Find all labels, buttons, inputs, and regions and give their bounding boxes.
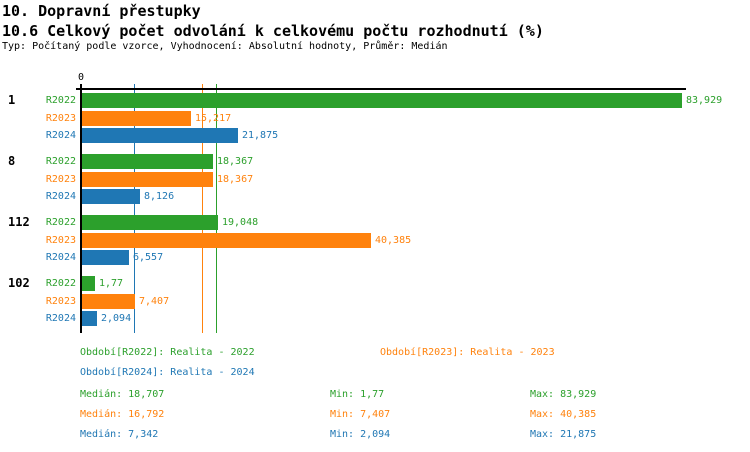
y-axis-line xyxy=(80,84,82,333)
bar-r2024-cat8 xyxy=(82,189,140,204)
bar-row-label: R2022 xyxy=(45,156,76,167)
legend-item-r2024: Období[R2024]: Realita - 2024 xyxy=(80,367,255,378)
bar-value-label: 18,367 xyxy=(217,174,254,185)
stat-max-r2022: Max: 83,929 xyxy=(530,389,597,400)
bar-row-label: R2023 xyxy=(45,235,76,246)
bar-value-label: 1,77 xyxy=(99,278,124,289)
bar-value-label: 6,557 xyxy=(133,252,164,263)
bar-value-label: 83,929 xyxy=(686,95,723,106)
bar-r2022-cat112 xyxy=(82,215,218,230)
bar-value-label: 7,407 xyxy=(139,296,170,307)
bar-r2023-cat112 xyxy=(82,233,371,248)
legend-item-r2022: Období[R2022]: Realita - 2022 xyxy=(80,347,255,358)
bar-row-label: R2024 xyxy=(45,191,76,202)
stat-median-r2022: Medián: 18,707 xyxy=(80,389,165,400)
group-label-1: 1 xyxy=(8,93,16,107)
bar-value-label: 18,367 xyxy=(217,156,254,167)
legend-item-r2023: Období[R2023]: Realita - 2023 xyxy=(380,347,555,358)
bar-value-label: 15,217 xyxy=(195,113,232,124)
bar-row-label: R2022 xyxy=(45,95,76,106)
median-line-r2023 xyxy=(202,84,203,333)
bar-row-label: R2024 xyxy=(45,252,76,263)
bar-value-label: 2,094 xyxy=(101,313,132,324)
bar-row-label: R2024 xyxy=(45,313,76,324)
bar-r2022-cat102 xyxy=(82,276,95,291)
page-title: 10. Dopravní přestupky xyxy=(2,2,201,20)
chart-meta: Typ: Počítaný podle vzorce, Vyhodnocení:… xyxy=(2,41,448,52)
x-axis-zero-label: 0 xyxy=(77,72,85,83)
stat-min-r2024: Min: 2,094 xyxy=(330,429,391,440)
median-line-r2022 xyxy=(216,84,217,333)
bar-value-label: 21,875 xyxy=(242,130,279,141)
stat-max-r2023: Max: 40,385 xyxy=(530,409,597,420)
bar-r2024-cat1 xyxy=(82,128,238,143)
stat-max-r2024: Max: 21,875 xyxy=(530,429,597,440)
bar-r2023-cat8 xyxy=(82,172,213,187)
group-label-112: 112 xyxy=(8,215,30,229)
bar-r2023-cat102 xyxy=(82,294,135,309)
bar-value-label: 19,048 xyxy=(222,217,259,228)
stat-min-r2023: Min: 7,407 xyxy=(330,409,391,420)
bar-row-label: R2023 xyxy=(45,174,76,185)
bar-value-label: 8,126 xyxy=(144,191,175,202)
bar-row-label: R2022 xyxy=(45,217,76,228)
bar-row-label: R2023 xyxy=(45,296,76,307)
stat-median-r2023: Medián: 16,792 xyxy=(80,409,165,420)
median-line-r2024 xyxy=(134,84,135,333)
chart-title: 10.6 Celkový počet odvolání k celkovému … xyxy=(2,22,544,40)
bar-row-label: R2022 xyxy=(45,278,76,289)
group-label-102: 102 xyxy=(8,276,30,290)
stat-median-r2024: Medián: 7,342 xyxy=(80,429,159,440)
group-label-8: 8 xyxy=(8,154,16,168)
bar-row-label: R2024 xyxy=(45,130,76,141)
x-axis-line xyxy=(76,88,686,90)
bar-r2024-cat102 xyxy=(82,311,97,326)
stat-min-r2022: Min: 1,77 xyxy=(330,389,385,400)
bar-r2022-cat8 xyxy=(82,154,213,169)
bar-r2023-cat1 xyxy=(82,111,191,126)
bar-value-label: 40,385 xyxy=(375,235,412,246)
bar-row-label: R2023 xyxy=(45,113,76,124)
bar-r2022-cat1 xyxy=(82,93,682,108)
bar-r2024-cat112 xyxy=(82,250,129,265)
